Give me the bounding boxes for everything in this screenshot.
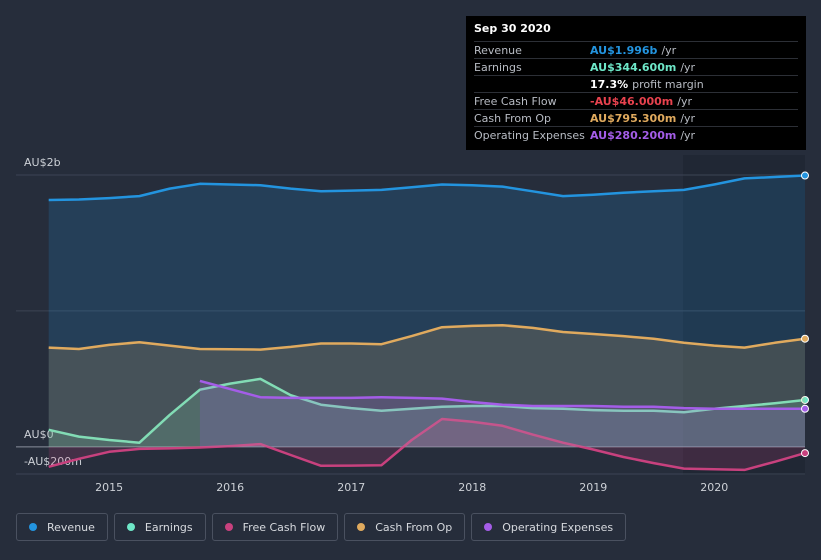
series-area (48, 325, 805, 447)
tooltip-row: Revenue AU$1.996b/yr (474, 41, 798, 58)
tooltip-row: 17.3% profit margin (474, 75, 798, 92)
x-tick-label: 2016 (216, 481, 244, 494)
tooltip-unit: /yr (661, 43, 677, 57)
tooltip-value: AU$795.300m (590, 111, 677, 125)
tooltip-unit: /yr (677, 94, 692, 108)
tooltip-row: Free Cash Flow -AU$46.000m/yr (474, 92, 798, 109)
end-point (801, 404, 809, 413)
tooltip-row: Cash From Op AU$795.300m/yr (474, 109, 798, 126)
legend-item[interactable]: Operating Expenses (471, 513, 627, 541)
tooltip-label: Free Cash Flow (474, 94, 557, 108)
legend-label: Operating Expenses (502, 520, 614, 534)
past-highlight (683, 155, 805, 475)
tooltip-value: AU$1.996b (590, 43, 658, 57)
tooltip-label: Earnings (474, 60, 522, 74)
tooltip-unit: /yr (680, 111, 696, 125)
legend-label: Revenue (47, 520, 95, 534)
legend-item[interactable]: Revenue (16, 513, 108, 541)
end-point (801, 171, 809, 180)
legend-dot (357, 523, 366, 531)
series-line (48, 377, 806, 444)
legend-dot (484, 523, 493, 531)
y-tick-label: AU$0 (24, 428, 54, 441)
tooltip-row: Operating Expenses AU$280.200m/yr (474, 126, 798, 143)
end-point (801, 395, 809, 404)
tooltip-label: Revenue (474, 43, 522, 57)
legend-dot (224, 523, 233, 531)
legend-label: Cash From Op (375, 520, 453, 534)
tooltip-value: -AU$46.000m (590, 94, 674, 108)
y-tick-label: -AU$200m (24, 455, 82, 468)
legend-label: Earnings (144, 520, 193, 534)
series-area (48, 419, 805, 470)
series-line (48, 174, 806, 202)
legend-item[interactable]: Earnings (113, 513, 206, 541)
tooltip-value: 17.3% (590, 77, 629, 91)
tooltip-unit: profit margin (632, 77, 704, 91)
tooltip: Sep 30 2020 Revenue AU$1.996b/yr Earnings A… (466, 16, 806, 150)
tooltip-label: Cash From Op (474, 111, 552, 125)
legend: Revenue Earnings Free Cash Flow Cash From O… (16, 513, 627, 541)
tooltip-unit: /yr (680, 128, 696, 142)
legend-dot (29, 523, 37, 531)
series-area (48, 175, 805, 447)
end-point (801, 449, 809, 458)
x-tick-label: 2015 (95, 481, 123, 494)
series-area (199, 380, 805, 447)
legend-item[interactable]: Free Cash Flow (211, 513, 339, 541)
end-point (801, 334, 809, 343)
series-line (48, 323, 806, 351)
x-tick-label: 2020 (700, 481, 728, 494)
tooltip-value: AU$344.600m (590, 60, 677, 74)
series-line (48, 417, 806, 472)
legend-item[interactable]: Cash From Op (344, 513, 466, 541)
tooltip-row: Earnings AU$344.600m/yr (474, 58, 798, 75)
x-tick-label: 2019 (579, 481, 607, 494)
legend-dot (126, 523, 135, 531)
x-tick-label: 2017 (337, 481, 365, 494)
tooltip-date: Sep 30 2020 (474, 22, 551, 35)
y-tick-label: AU$2b (24, 156, 61, 169)
tooltip-unit: /yr (680, 60, 696, 74)
series-area (48, 378, 805, 447)
x-tick-label: 2018 (458, 481, 486, 494)
series-line (199, 379, 806, 411)
tooltip-label: Operating Expenses (474, 128, 585, 142)
legend-label: Free Cash Flow (242, 520, 326, 534)
tooltip-value: AU$280.200m (590, 128, 677, 142)
